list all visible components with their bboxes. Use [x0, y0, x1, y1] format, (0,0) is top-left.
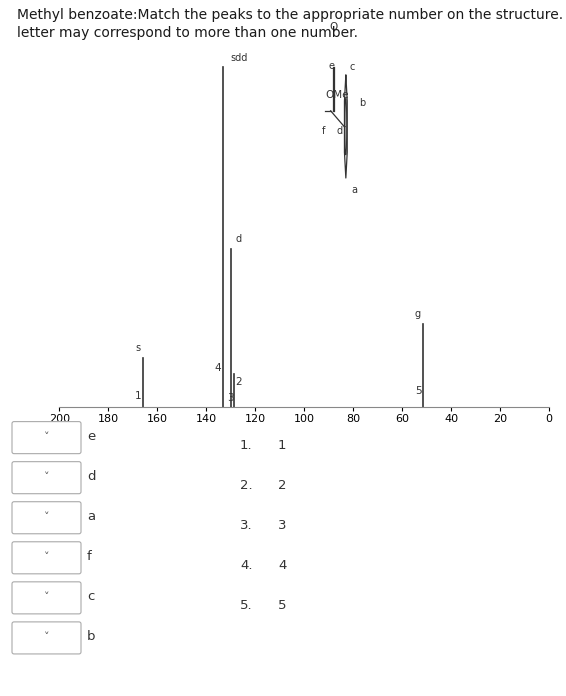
FancyBboxPatch shape	[12, 502, 81, 534]
Text: ˅: ˅	[44, 552, 49, 562]
Text: b: b	[359, 98, 365, 108]
Text: O: O	[329, 22, 337, 32]
Text: e: e	[87, 430, 95, 443]
Text: letter may correspond to more than one number.: letter may correspond to more than one n…	[17, 26, 358, 40]
Text: e: e	[329, 61, 335, 71]
Text: a: a	[87, 510, 95, 523]
Text: 3: 3	[227, 393, 233, 403]
Text: ˅: ˅	[44, 592, 49, 602]
Text: 2: 2	[235, 377, 242, 386]
Text: Methyl benzoate:Match the peaks to the appropriate number on the structure. A: Methyl benzoate:Match the peaks to the a…	[17, 8, 566, 22]
FancyBboxPatch shape	[12, 461, 81, 493]
Text: d: d	[87, 470, 96, 483]
Text: 4: 4	[278, 560, 286, 572]
Text: 2: 2	[278, 480, 286, 492]
Text: s: s	[136, 343, 141, 354]
Text: OMe: OMe	[325, 90, 349, 100]
Text: 1: 1	[135, 390, 142, 401]
Text: 4: 4	[215, 363, 221, 373]
Text: 3.: 3.	[240, 519, 252, 532]
Text: f: f	[322, 125, 325, 136]
FancyBboxPatch shape	[12, 422, 81, 454]
Text: b: b	[87, 631, 96, 643]
Text: 5: 5	[415, 386, 421, 397]
Text: ˅: ˅	[44, 632, 49, 642]
Text: 2.: 2.	[240, 480, 252, 492]
Text: c: c	[87, 590, 95, 603]
Text: 1: 1	[278, 439, 286, 452]
Text: f: f	[87, 551, 92, 563]
FancyBboxPatch shape	[12, 582, 81, 614]
Text: d: d	[337, 125, 343, 136]
FancyBboxPatch shape	[12, 622, 81, 654]
Text: ˅: ˅	[44, 432, 49, 442]
Text: d: d	[235, 235, 241, 244]
Text: 5: 5	[278, 599, 286, 612]
FancyBboxPatch shape	[12, 541, 81, 574]
Text: g: g	[415, 310, 421, 319]
Text: ˅: ˅	[44, 512, 49, 522]
Text: 4.: 4.	[240, 560, 252, 572]
Text: 5.: 5.	[240, 599, 252, 612]
Text: ˅: ˅	[44, 472, 49, 482]
Text: a: a	[351, 185, 357, 195]
Text: 1.: 1.	[240, 439, 252, 452]
Text: sdd: sdd	[231, 53, 248, 63]
Text: c: c	[349, 63, 355, 72]
Text: 3: 3	[278, 519, 286, 532]
